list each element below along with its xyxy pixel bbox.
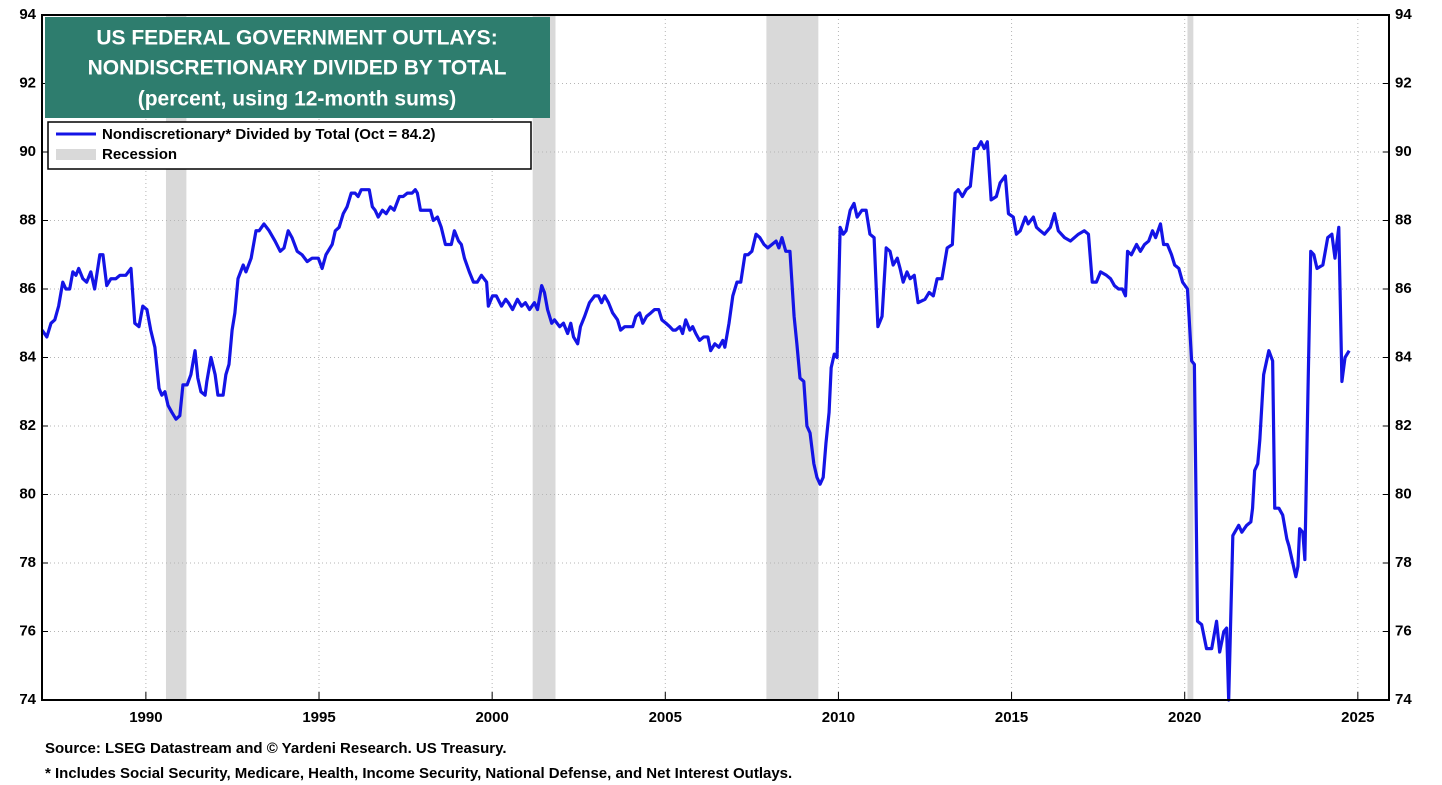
line-layer xyxy=(40,140,1351,702)
y-tick-label: 90 xyxy=(19,143,36,160)
x-tick-label: 1995 xyxy=(302,709,335,726)
y2-tick-label: 88 xyxy=(1395,211,1412,228)
x-tick-label: 2010 xyxy=(822,709,855,726)
legend-label: Recession xyxy=(102,146,177,163)
recession-band xyxy=(165,15,187,700)
recession-band xyxy=(766,15,819,700)
y-tick-label: 84 xyxy=(19,348,36,365)
recession-band xyxy=(532,15,556,700)
y2-tick-label: 90 xyxy=(1395,143,1412,160)
x-tick-label: 2015 xyxy=(995,709,1028,726)
y-tick-label: 88 xyxy=(19,211,36,228)
x-tick-label: 2025 xyxy=(1341,709,1374,726)
y2-tick-label: 80 xyxy=(1395,485,1412,502)
source-note: Source: LSEG Datastream and © Yardeni Re… xyxy=(45,740,507,757)
title-box xyxy=(45,17,550,118)
x-tick-label: 1990 xyxy=(129,709,162,726)
y2-tick-label: 76 xyxy=(1395,622,1412,639)
y2-tick-label: 92 xyxy=(1395,74,1412,91)
y-tick-label: 76 xyxy=(19,622,36,639)
legend-swatch xyxy=(56,149,96,160)
y2-tick-label: 74 xyxy=(1395,691,1412,708)
y-tick-label: 86 xyxy=(19,280,36,297)
footnote: * Includes Social Security, Medicare, He… xyxy=(45,765,792,782)
data-line xyxy=(40,140,1351,702)
legend xyxy=(47,121,532,170)
y-tick-label: 94 xyxy=(19,6,36,23)
chart-subtitle: (percent, using 12-month sums) xyxy=(138,88,457,111)
x-tick-label: 2020 xyxy=(1168,709,1201,726)
y-tick-label: 74 xyxy=(19,691,36,708)
y2-tick-label: 82 xyxy=(1395,417,1412,434)
chart-title: NONDISCRETIONARY DIVIDED BY TOTAL xyxy=(88,57,507,80)
y-tick-label: 92 xyxy=(19,74,36,91)
y2-tick-label: 78 xyxy=(1395,554,1412,571)
legend-label: Nondiscretionary* Divided by Total (Oct … xyxy=(102,126,436,143)
y-tick-label: 82 xyxy=(19,417,36,434)
chart-title: US FEDERAL GOVERNMENT OUTLAYS: xyxy=(96,27,497,50)
y2-tick-label: 84 xyxy=(1395,348,1412,365)
y-tick-label: 78 xyxy=(19,554,36,571)
y-tick-label: 80 xyxy=(19,485,36,502)
y2-tick-label: 86 xyxy=(1395,280,1412,297)
y2-tick-label: 94 xyxy=(1395,6,1412,23)
x-tick-label: 2005 xyxy=(649,709,682,726)
x-tick-label: 2000 xyxy=(475,709,508,726)
plot-frame xyxy=(41,14,1390,701)
